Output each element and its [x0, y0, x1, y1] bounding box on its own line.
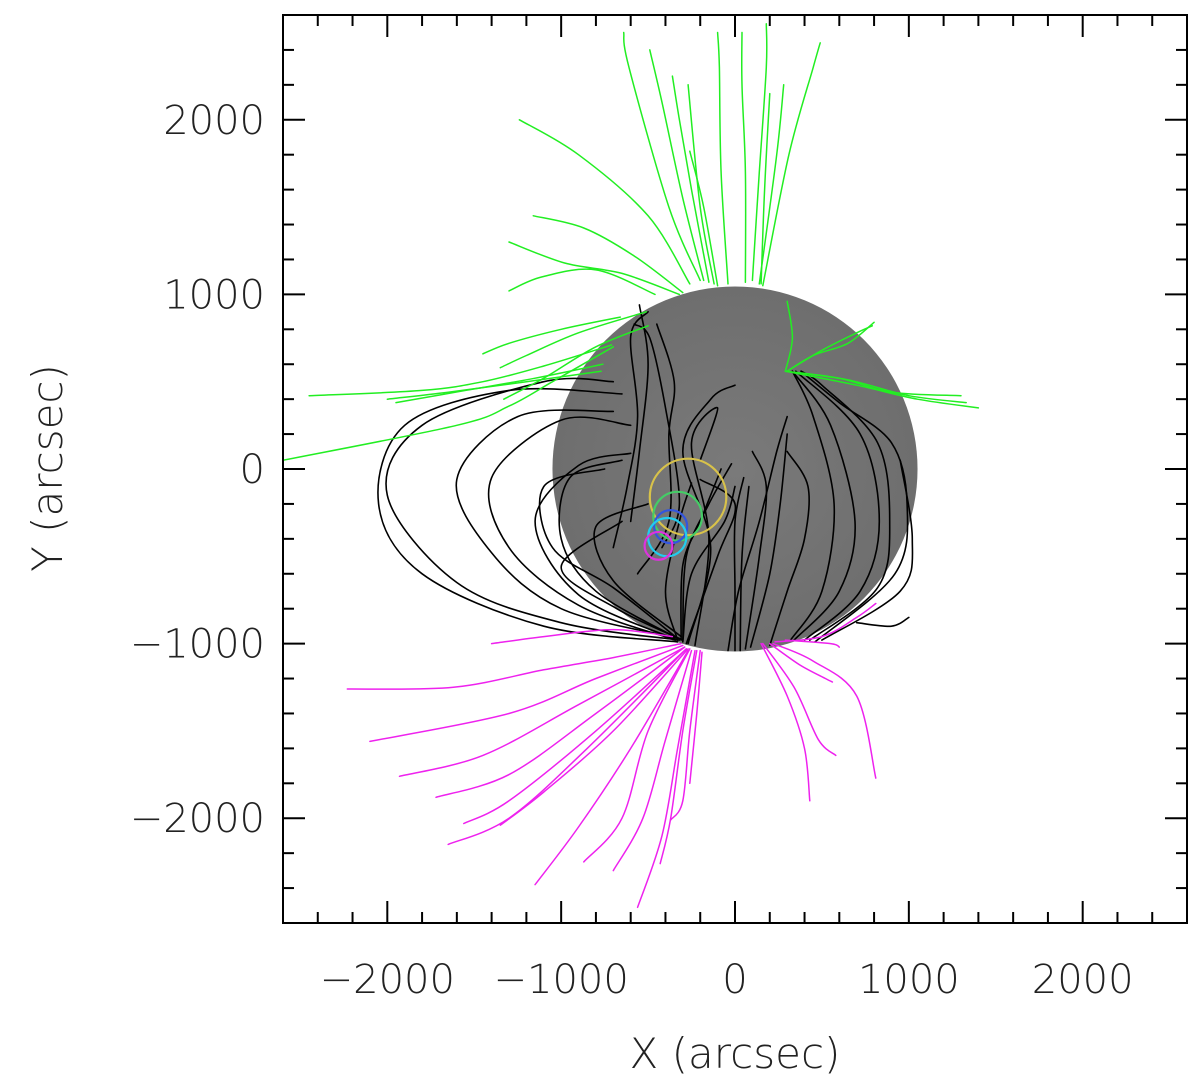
y-tick-label: 1000: [163, 272, 265, 318]
closed-field-lines: [377, 304, 914, 652]
x-tick-label: 2000: [1032, 957, 1134, 1003]
closed-field-line: [739, 485, 750, 652]
open-field-line-south: [463, 648, 688, 825]
yellow-circle: [648, 457, 728, 537]
open-field-line-north: [622, 31, 701, 282]
closed-field-line: [690, 406, 719, 647]
open-field-line-south: [490, 628, 674, 645]
open-field-line-north: [786, 325, 874, 372]
closed-field-line: [636, 323, 676, 575]
open-field-line-south: [612, 649, 693, 872]
open-field-line-north: [758, 84, 785, 285]
closed-field-line: [629, 304, 649, 523]
x-tick-labels: −2000 −1000 0 1000 2000: [320, 957, 1134, 1003]
open-field-line-north: [689, 150, 719, 287]
open-field-line-south: [689, 651, 703, 785]
open-field-line-south: [636, 649, 696, 909]
open-field-line-south: [762, 642, 837, 757]
open-field-line-south: [760, 642, 811, 802]
closed-field-line: [538, 468, 679, 640]
closed-field-line: [534, 452, 679, 641]
y-axis-title: Y (arcsec): [23, 364, 72, 572]
closed-field-line: [800, 370, 891, 641]
x-tick-label: 1000: [858, 957, 960, 1003]
magenta-circle: [643, 530, 674, 561]
closed-field-line: [749, 433, 788, 648]
open-field-line-north: [784, 370, 980, 409]
closed-field-line: [682, 485, 736, 643]
open-field-line-south: [499, 648, 689, 826]
x-tick-label: 0: [722, 957, 747, 1003]
x-tick-label: −1000: [493, 957, 628, 1003]
open-field-line-north: [508, 241, 681, 296]
open-field-line-south: [583, 648, 691, 863]
open-field-line-south: [435, 646, 686, 799]
open-field-line-south: [534, 649, 689, 886]
solar-disk: [552, 286, 918, 652]
open-field-line-north: [762, 42, 821, 287]
blue-circle: [653, 509, 689, 545]
open-field-line-north: [508, 268, 656, 296]
open-field-line-south: [447, 648, 688, 846]
closed-field-line: [795, 370, 881, 641]
open-field-line-south: [659, 649, 698, 865]
closed-field-line: [455, 409, 681, 640]
closed-field-line: [727, 415, 788, 652]
closed-field-line: [633, 323, 681, 549]
open-field-line-north: [751, 22, 768, 282]
open-field-line-south: [669, 649, 701, 821]
y-tick-label: 0: [240, 447, 265, 493]
open-field-line-north: [649, 49, 705, 282]
closed-field-line: [377, 387, 679, 643]
open-field-line-south: [346, 642, 682, 690]
open-field-line-south: [769, 642, 834, 683]
source-region-circles: [643, 457, 728, 561]
closed-field-line: [558, 459, 679, 640]
open-field-line-south: [772, 642, 877, 779]
closed-field-line: [733, 476, 745, 652]
closed-field-line: [800, 370, 909, 643]
open-field-line-north: [386, 370, 602, 400]
y-tick-label: 2000: [163, 98, 265, 144]
x-tick-label: −2000: [320, 957, 455, 1003]
open-field-line-north: [687, 84, 715, 285]
y-tick-labels: −2000 −1000 0 1000 2000: [130, 98, 265, 842]
closed-field-line: [612, 311, 649, 549]
y-tick-label: −2000: [130, 796, 265, 842]
open-field-line-north: [283, 346, 615, 462]
closed-field-line: [744, 450, 768, 650]
closed-field-line: [821, 459, 914, 641]
open-field-line-north: [482, 316, 622, 355]
closed-field-line: [855, 616, 910, 628]
open-field-line-north: [503, 325, 649, 400]
closed-field-line: [487, 416, 677, 641]
plot-content: [283, 22, 980, 909]
open-field-line-south: [398, 646, 686, 778]
x-axis-title: X (arcsec): [630, 1029, 841, 1078]
closed-field-line: [385, 377, 681, 641]
closed-field-line: [791, 370, 856, 641]
open-field-line-north: [740, 31, 747, 283]
open-field-line-north: [784, 300, 794, 372]
open-field-line-north: [499, 311, 648, 369]
open-field-lines-south: [346, 602, 877, 909]
open-field-line-north: [784, 370, 967, 404]
open-field-line-north: [308, 344, 613, 397]
open-field-line-south: [784, 639, 841, 648]
open-field-lines-north: [283, 22, 980, 462]
open-field-line-south: [369, 644, 684, 743]
open-field-line-north: [671, 75, 710, 283]
closed-field-line: [789, 370, 836, 641]
y-tick-label: −1000: [130, 622, 265, 668]
open-field-line-north: [716, 31, 729, 285]
closed-field-line: [769, 450, 810, 647]
closed-field-line: [593, 503, 682, 638]
closed-field-line: [560, 520, 684, 641]
axis-ticks: [282, 14, 1188, 924]
open-field-line-north: [518, 119, 691, 285]
open-field-line-north: [532, 215, 684, 294]
